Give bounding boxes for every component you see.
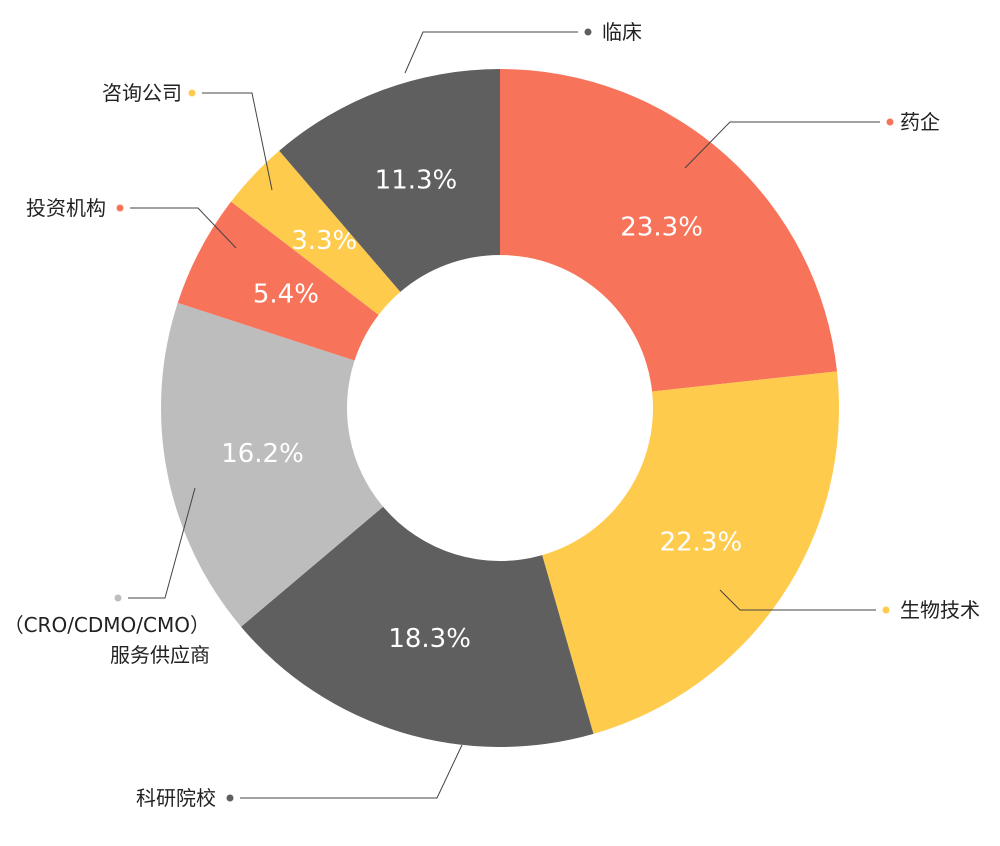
leader-line [404, 31, 578, 74]
leader-line [719, 589, 876, 611]
value-label: 22.3% [660, 527, 743, 557]
legend-dot [882, 606, 890, 614]
leader-line [202, 92, 273, 191]
category-label: （CRO/CDMO/CMO） 服务供应商 [3, 613, 210, 667]
donut-slice [231, 150, 401, 315]
value-label: 11.3% [375, 166, 458, 196]
leader-line [684, 121, 880, 169]
legend-dot [226, 794, 234, 802]
value-label: 23.3% [620, 212, 703, 242]
donut-slice [241, 506, 594, 748]
legend-dot [116, 204, 124, 212]
value-label: 18.3% [388, 624, 471, 654]
leader-line [130, 207, 237, 249]
legend-dot [886, 118, 894, 126]
value-label: 5.4% [253, 280, 319, 310]
legend-dot [114, 594, 122, 602]
donut-slice [542, 371, 840, 734]
donut-slice [177, 201, 379, 361]
category-label: 生物技术 [900, 598, 980, 622]
category-label: 咨询公司 [102, 81, 182, 105]
donut-slice [279, 69, 500, 292]
category-label: 科研院校 [136, 786, 216, 810]
category-label: 临床 [602, 20, 642, 44]
category-label: 投资机构 [26, 196, 106, 220]
value-label: 3.3% [291, 226, 357, 256]
category-label: 药企 [900, 110, 940, 134]
legend-dot [584, 28, 592, 36]
donut-slice [161, 302, 384, 627]
donut-slice [500, 69, 838, 392]
leader-line [240, 744, 463, 799]
legend-dot [188, 89, 196, 97]
value-label: 16.2% [221, 439, 304, 469]
leader-line [128, 487, 196, 599]
